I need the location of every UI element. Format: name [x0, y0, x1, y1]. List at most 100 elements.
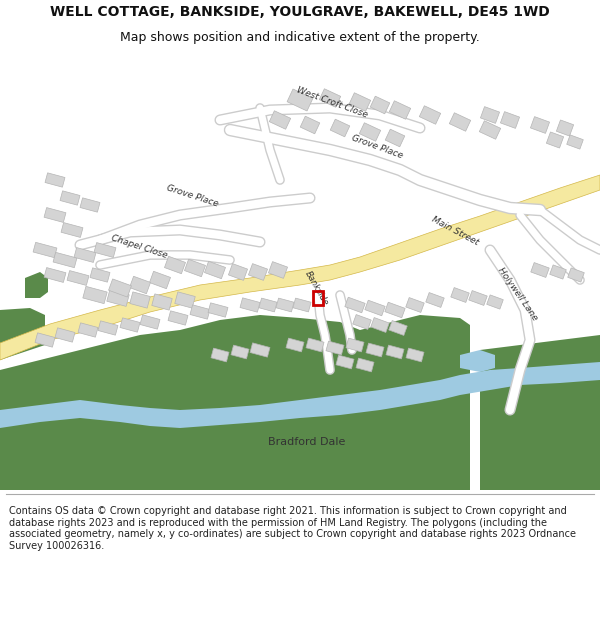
Polygon shape — [0, 175, 600, 360]
Bar — [130, 276, 151, 294]
Polygon shape — [0, 308, 45, 360]
Polygon shape — [460, 350, 495, 372]
Bar — [80, 198, 100, 212]
Bar — [90, 268, 110, 282]
Bar — [371, 318, 389, 332]
Bar — [319, 89, 341, 107]
Polygon shape — [0, 362, 600, 428]
Text: Bradford Dale: Bradford Dale — [268, 437, 346, 447]
Bar — [109, 279, 131, 297]
Bar — [269, 111, 290, 129]
Bar — [287, 89, 313, 111]
Bar — [365, 300, 385, 316]
Bar — [530, 117, 550, 133]
Bar — [449, 112, 470, 131]
Text: Chapel Close: Chapel Close — [110, 233, 169, 260]
Bar — [35, 333, 55, 347]
Text: Map shows position and indicative extent of the property.: Map shows position and indicative extent… — [120, 31, 480, 44]
Bar — [547, 132, 563, 148]
Text: WELL COTTAGE, BANKSIDE, YOULGRAVE, BAKEWELL, DE45 1WD: WELL COTTAGE, BANKSIDE, YOULGRAVE, BAKEW… — [50, 6, 550, 19]
Bar — [83, 286, 107, 304]
Bar — [406, 298, 424, 312]
Bar — [168, 311, 188, 325]
Bar — [259, 298, 277, 312]
Bar — [500, 112, 520, 128]
Bar — [366, 343, 384, 357]
Bar — [184, 259, 206, 277]
Bar — [356, 358, 374, 372]
Bar — [286, 338, 304, 352]
Bar — [306, 338, 324, 352]
Bar — [349, 92, 371, 111]
Text: Holywell Lane: Holywell Lane — [496, 266, 539, 322]
Bar — [268, 262, 287, 278]
Bar — [140, 315, 160, 329]
Bar — [336, 355, 354, 369]
Bar — [359, 122, 380, 141]
Bar — [556, 120, 574, 136]
Bar — [98, 321, 118, 335]
Bar — [481, 107, 500, 123]
Bar — [370, 96, 390, 114]
Bar — [44, 208, 66, 222]
Polygon shape — [25, 272, 48, 298]
Bar — [469, 291, 487, 306]
Bar — [531, 262, 549, 278]
Bar — [567, 135, 583, 149]
Bar — [451, 288, 469, 302]
Bar — [205, 261, 226, 279]
Bar — [568, 268, 584, 282]
Bar — [61, 222, 83, 238]
Bar — [386, 345, 404, 359]
Bar — [45, 173, 65, 187]
Bar — [107, 289, 129, 306]
Text: Main Street: Main Street — [430, 215, 480, 247]
Bar — [78, 323, 98, 337]
Bar — [240, 298, 260, 312]
Polygon shape — [480, 335, 600, 490]
Bar — [487, 295, 503, 309]
Bar — [479, 121, 500, 139]
Text: West Croft Close: West Croft Close — [295, 86, 368, 120]
Bar — [330, 119, 350, 137]
Bar — [313, 291, 323, 305]
Bar — [293, 298, 311, 312]
Bar — [74, 248, 96, 262]
Bar — [211, 348, 229, 362]
Bar — [300, 116, 320, 134]
Bar — [389, 321, 407, 336]
Bar — [426, 292, 444, 308]
Bar — [550, 265, 566, 279]
Bar — [130, 292, 150, 308]
Bar — [44, 268, 66, 282]
Text: Bankside: Bankside — [303, 269, 330, 307]
Bar — [190, 305, 210, 319]
Bar — [149, 271, 170, 289]
Bar — [229, 264, 248, 281]
Bar — [250, 343, 270, 357]
Bar — [385, 129, 405, 147]
Bar — [208, 303, 228, 317]
Bar — [326, 341, 344, 355]
Bar — [175, 292, 195, 308]
Bar — [353, 314, 371, 329]
Bar — [389, 101, 410, 119]
Bar — [60, 191, 80, 205]
Bar — [53, 253, 77, 268]
Bar — [406, 348, 424, 362]
Bar — [231, 345, 249, 359]
Bar — [67, 271, 89, 286]
Bar — [33, 242, 57, 258]
Bar — [419, 106, 440, 124]
Bar — [345, 298, 365, 312]
Text: Contains OS data © Crown copyright and database right 2021. This information is : Contains OS data © Crown copyright and d… — [9, 506, 576, 551]
Polygon shape — [0, 315, 470, 490]
Bar — [152, 294, 172, 310]
Text: Grove Place: Grove Place — [165, 184, 219, 209]
Bar — [248, 264, 268, 281]
Bar — [55, 328, 75, 342]
Bar — [346, 338, 364, 352]
Text: Grove Place: Grove Place — [350, 133, 404, 160]
Bar — [385, 302, 405, 318]
Bar — [94, 242, 116, 258]
